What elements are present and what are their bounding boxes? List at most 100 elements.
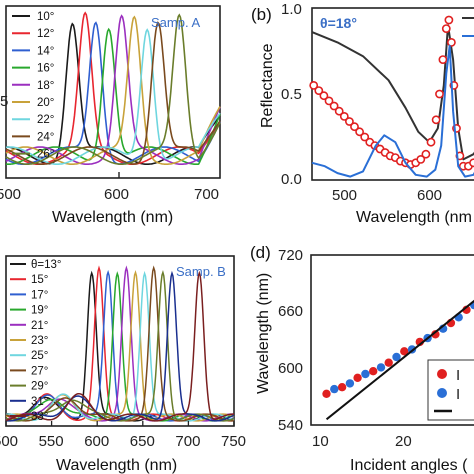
panel-b-x-label: Wavelength (nm (356, 209, 472, 226)
panel-a-curves (5, 11, 221, 165)
panel-b: (b) Reflectance θ=18° 0.0 0.5 1.0 500 60… (251, 1, 474, 226)
panel-a-legend: 10° 12° 14° 16° 18° 20° 22° 24° 26° (12, 11, 54, 161)
panel-a-legend-entry: 12° (37, 28, 54, 40)
panel-b-red-point (435, 89, 444, 99)
panel-a-frame (5, 5, 221, 179)
panel-a-legend-entry: 24° (37, 131, 54, 143)
panel-d-y-label: Wavelength (nm) (255, 273, 272, 394)
panel-d-plot (322, 299, 474, 421)
panel-d-blue-point (392, 352, 401, 362)
panel-d-frame (310, 254, 474, 426)
panel-b-red-point (355, 127, 364, 137)
panel-a-y-partial-tick: 5 (0, 93, 8, 110)
panel-c-legend-entry: 27° (31, 365, 48, 377)
panel-c-spectrum-line (5, 270, 235, 422)
panel-b-red-point (444, 15, 454, 25)
panel-a-spectrum-line (5, 22, 221, 165)
panel-b-y-tick: 0.5 (281, 86, 302, 103)
panel-d-blue-point (376, 363, 386, 372)
panel-c-legend-entry: 21° (31, 320, 48, 332)
panel-d-blue-point (330, 384, 339, 394)
panel-b-red-point (339, 112, 349, 121)
panel-b-x-tick: 600 (417, 187, 442, 204)
panel-d-red-point (369, 367, 378, 376)
panel-b-red-point (441, 24, 451, 33)
panel-c-legend: θ=13° 15° 17° 19° 21° 23° 25° 27° 29° 31° 33° (10, 259, 62, 423)
panel-c-legend-entry: 25° (31, 350, 48, 362)
panel-d-red-point (337, 383, 347, 392)
panel-a-x-ticks: 500 600 700 (0, 172, 219, 203)
panel-b-frame (311, 7, 474, 181)
panel-d-blue-point (345, 379, 355, 388)
panel-c: θ=13° 15° 17° 19° 21° 23° 25° 27° 29° 31° 33° Samp… (0, 255, 246, 474)
panel-c-legend-entry: 17° (31, 289, 48, 301)
panel-d-y-tick: 660 (278, 303, 303, 320)
panel-c-legend-entry: 23° (31, 335, 48, 347)
panel-a-legend-entry: 16° (37, 63, 54, 75)
panel-c-spectrum-line (5, 270, 234, 422)
panel-a-x-tick: 600 (104, 186, 129, 203)
panel-a-legend-entry: 18° (37, 80, 54, 92)
panel-a-legend-entry: 26° (37, 149, 54, 161)
panel-d-x-label: Incident angles ( (350, 457, 468, 474)
panel-d-legend: I I (427, 359, 474, 421)
panel-a-legend-entry: 22° (37, 114, 54, 126)
panel-b-black-line (311, 24, 474, 161)
panel-c-x-tick: 750 (221, 433, 246, 450)
panel-c-legend-entry: 33° (31, 411, 48, 423)
panel-c-x-ticks: 500 550 600 650 700 750 (0, 421, 246, 450)
panel-d-red-point (431, 330, 440, 339)
panel-c-x-tick: 550 (39, 433, 64, 450)
panel-d-y-ticks: 540 600 660 720 (278, 247, 303, 434)
panel-a-legend-entry: 20° (37, 97, 54, 109)
panel-d-y-tick: 720 (278, 247, 303, 264)
panel-d-label: (d) (250, 243, 271, 262)
panel-c-x-tick: 500 (0, 433, 18, 450)
panel-a-spectrum-line (5, 15, 221, 165)
panel-b-red-point (431, 115, 441, 125)
panel-a-legend-entry: 14° (37, 45, 54, 57)
panel-b-y-ticks: 0.0 0.5 1.0 (281, 1, 302, 188)
panel-b-x-ticks: 500 600 (332, 187, 442, 204)
panel-d-red-point (400, 347, 409, 356)
panel-b-red-point (309, 81, 319, 90)
panel-b-red-point (324, 96, 334, 106)
panel-b-red-point (350, 122, 359, 132)
panel-c-legend-entry: 19° (31, 305, 48, 317)
panel-c-x-tick: 700 (175, 433, 200, 450)
panel-b-blue-line (311, 44, 474, 178)
panel-c-x-tick: 600 (84, 433, 109, 450)
panel-b-red-point (446, 38, 456, 47)
panel-b-y-label: Reflectance (259, 43, 276, 128)
panel-d-y-tick: 600 (278, 360, 303, 377)
panel-c-legend-entry: 31° (31, 396, 48, 408)
panel-b-red-point (426, 137, 436, 147)
panel-d-red-point (322, 389, 331, 398)
panel-b-legend-swatches (462, 17, 474, 37)
panel-b-label: (b) (251, 5, 272, 24)
panel-c-x-label: Wavelength (nm) (56, 457, 177, 474)
panel-c-legend-entry: 29° (31, 381, 48, 393)
panel-b-red-point (334, 106, 344, 116)
panel-c-legend-entry: θ=13° (31, 259, 62, 271)
panel-b-x-tick: 500 (332, 187, 357, 204)
panel-b-red-point (438, 55, 448, 64)
panel-a-spectrum-line (5, 21, 221, 165)
panel-b-red-point (416, 154, 426, 164)
panel-d-x-tick: 20 (395, 433, 412, 450)
panel-a-x-tick: 700 (194, 186, 219, 203)
panel-b-red-point (360, 132, 370, 142)
panel-b-red-point (314, 86, 324, 95)
panel-a-spectrum-line (5, 21, 221, 165)
panel-d-red-point (353, 373, 362, 382)
panel-c-x-tick: 650 (130, 433, 155, 450)
panel-c-legend-entry: 15° (31, 274, 48, 286)
panel-c-frame (5, 255, 235, 427)
panel-a-sample-label: Samp. A (151, 15, 200, 30)
panel-a-spectrum-line (5, 14, 221, 165)
panel-b-y-tick: 0.0 (281, 171, 302, 188)
panel-d-y-tick: 540 (278, 417, 303, 434)
panel-a: 10° 12° 14° 16° 18° 20° 22° 24° 26° Samp. A 5 50… (0, 5, 221, 226)
panel-d-legend-entry: I (456, 386, 460, 403)
